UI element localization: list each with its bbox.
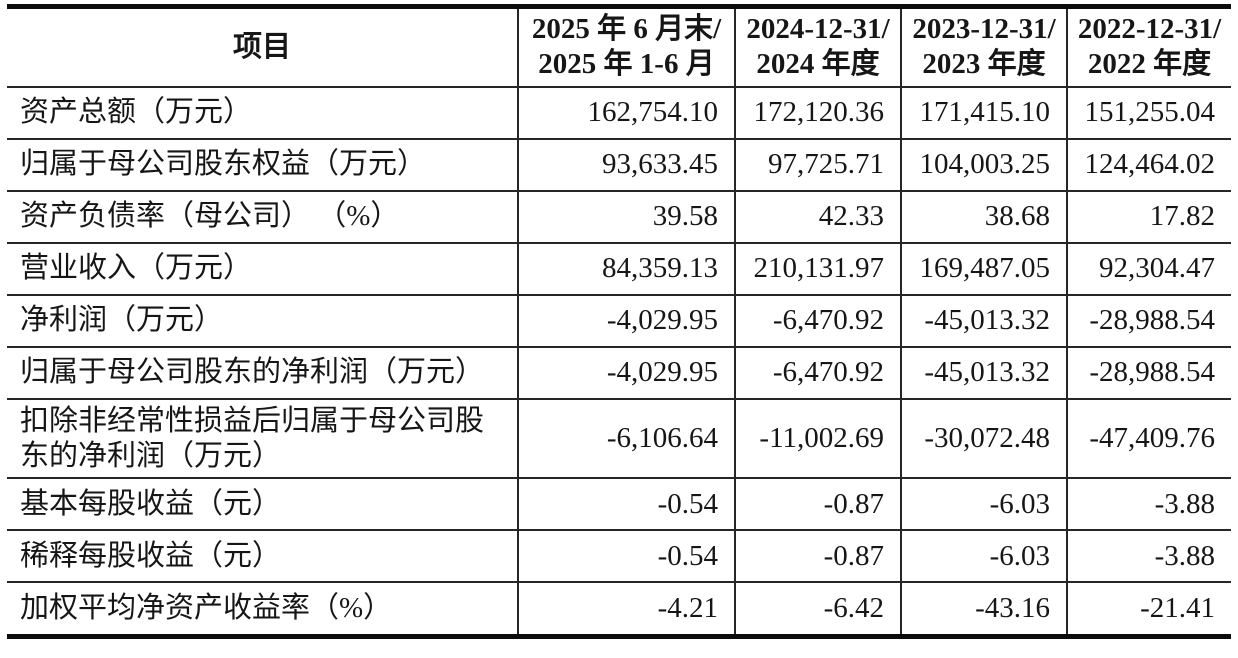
table-row-parent-equity: 归属于母公司股东权益（万元） 93,633.45 97,725.71 104,0…	[7, 138, 1231, 192]
financial-summary-table: 项目 2025 年 6 月末/ 2025 年 1-6 月 2024-12-31/…	[7, 9, 1231, 635]
table-row-deducted-net-profit: 扣除非经常性损益后归属于母公司股东的净利润（万元） -6,106.64 -11,…	[7, 398, 1231, 480]
table-top-double-rule	[7, 4, 1231, 9]
header-row: 项目 2025 年 6 月末/ 2025 年 1-6 月 2024-12-31/…	[7, 9, 1231, 88]
table-bottom-double-rule	[7, 634, 1231, 640]
value-cell: -30,072.48	[901, 398, 1068, 480]
header-line: 2023 年度	[922, 48, 1046, 81]
value-cell: -47,409.76	[1067, 398, 1231, 480]
value-cell: 169,487.05	[901, 242, 1068, 296]
value-cell: -45,013.32	[901, 346, 1068, 400]
header-line: 2025 年 6 月末/	[531, 13, 722, 45]
value-cell: -0.54	[518, 478, 736, 532]
document-page: 项目 2025 年 6 月末/ 2025 年 1-6 月 2024-12-31/…	[7, 4, 1231, 640]
value-cell: 171,415.10	[901, 86, 1068, 140]
value-cell: 104,003.25	[901, 138, 1068, 192]
row-label: 归属于母公司股东的净利润（万元）	[7, 346, 519, 400]
value-cell: -4,029.95	[518, 294, 736, 348]
value-cell: -6,470.92	[735, 294, 902, 348]
value-cell: 92,304.47	[1067, 242, 1231, 296]
value-cell: -6.03	[901, 530, 1068, 584]
value-cell: -45,013.32	[901, 294, 1068, 348]
row-label: 归属于母公司股东权益（万元）	[7, 138, 519, 192]
header-line: 2024 年度	[756, 48, 880, 81]
header-cell-period-2024: 2024-12-31/ 2024 年度	[735, 9, 902, 88]
value-cell: -28,988.54	[1067, 294, 1231, 348]
value-cell: 210,131.97	[735, 242, 902, 296]
value-cell: 124,464.02	[1067, 138, 1231, 192]
value-cell: 84,359.13	[518, 242, 736, 296]
table-row-basic-eps: 基本每股收益（元） -0.54 -0.87 -6.03 -3.88	[7, 478, 1231, 532]
value-cell: 172,120.36	[735, 86, 902, 140]
header-cell-item: 项目	[7, 9, 519, 88]
row-label: 加权平均净资产收益率（%）	[7, 582, 519, 635]
row-label: 扣除非经常性损益后归属于母公司股东的净利润（万元）	[7, 398, 519, 480]
value-cell: -3.88	[1067, 478, 1231, 532]
table-row-debt-ratio: 资产负债率（母公司） （%） 39.58 42.33 38.68 17.82	[7, 190, 1231, 244]
value-cell: 93,633.45	[518, 138, 736, 192]
header-line: 2024-12-31/	[746, 13, 890, 45]
value-cell: 17.82	[1067, 190, 1231, 244]
table-row-revenue: 营业收入（万元） 84,359.13 210,131.97 169,487.05…	[7, 242, 1231, 296]
header-line: 2022 年度	[1087, 48, 1212, 81]
value-cell: -21.41	[1140, 592, 1215, 625]
header-line: 2023-12-31/	[912, 13, 1056, 45]
value-cell: 42.33	[735, 190, 902, 244]
value-cell: -3.88	[1067, 530, 1231, 584]
row-label: 营业收入（万元）	[7, 242, 519, 296]
value-cell: -28,988.54	[1067, 346, 1231, 400]
value-cell: -0.87	[735, 478, 902, 532]
value-cell: 162,754.10	[518, 86, 736, 140]
value-cell: -6.03	[901, 478, 1068, 532]
value-cell: -43.16	[901, 582, 1068, 635]
row-label: 基本每股收益（元）	[7, 478, 519, 532]
header-line: 2022-12-31/	[1077, 13, 1222, 45]
row-label: 稀释每股收益（元）	[7, 530, 519, 584]
value-cell: -4.21	[518, 582, 736, 635]
table-header: 项目 2025 年 6 月末/ 2025 年 1-6 月 2024-12-31/…	[7, 9, 1231, 88]
value-cell: -6,470.92	[735, 346, 902, 400]
header-cell-period-2022: 2022-12-31/ 2022 年度	[1067, 9, 1231, 88]
value-cell: 39.58	[518, 190, 736, 244]
value-cell: -0.54	[518, 530, 736, 584]
table-body: 资产总额（万元） 162,754.10 172,120.36 171,415.1…	[7, 86, 1231, 635]
table-row-net-profit: 净利润（万元） -4,029.95 -6,470.92 -45,013.32 -…	[7, 294, 1231, 348]
row-label: 资产总额（万元）	[7, 86, 519, 140]
value-cell: -4,029.95	[518, 346, 736, 400]
value-cell: 38.68	[901, 190, 1068, 244]
row-label: 净利润（万元）	[7, 294, 519, 348]
value-cell: -6.42	[735, 582, 902, 635]
value-cell: 97,725.71	[735, 138, 902, 192]
value-cell: -11,002.69	[735, 398, 902, 480]
table-row-weighted-roe: 加权平均净资产收益率（%） -4.21 -6.42 -43.16 -21.41	[7, 582, 1231, 635]
header-cell-period-2025: 2025 年 6 月末/ 2025 年 1-6 月	[518, 9, 736, 88]
header-cell-period-2023: 2023-12-31/ 2023 年度	[901, 9, 1068, 88]
header-item-label: 项目	[232, 30, 291, 63]
header-line: 2025 年 1-6 月	[538, 48, 715, 81]
value-cell: -6,106.64	[518, 398, 736, 480]
table-row-parent-net-profit: 归属于母公司股东的净利润（万元） -4,029.95 -6,470.92 -45…	[7, 346, 1231, 400]
row-label: 资产负债率（母公司） （%）	[7, 190, 519, 244]
value-cell: 151,255.04	[1067, 86, 1231, 140]
table-row-diluted-eps: 稀释每股收益（元） -0.54 -0.87 -6.03 -3.88	[7, 530, 1231, 584]
value-cell: -0.87	[735, 530, 902, 584]
table-row-total-assets: 资产总额（万元） 162,754.10 172,120.36 171,415.1…	[7, 86, 1231, 140]
